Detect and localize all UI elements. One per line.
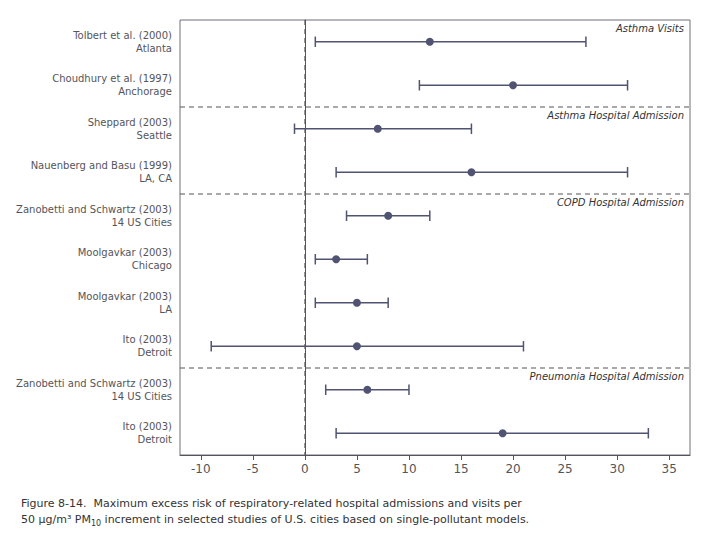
svg-text:COPD Hospital Admission: COPD Hospital Admission <box>557 197 684 208</box>
svg-text:Zanobetti and Schwartz (2003): Zanobetti and Schwartz (2003) <box>16 378 172 389</box>
svg-text:15: 15 <box>453 462 468 476</box>
svg-text:Tolbert et al. (2000): Tolbert et al. (2000) <box>72 30 172 41</box>
svg-text:35: 35 <box>662 462 677 476</box>
svg-text:-5: -5 <box>247 462 259 476</box>
svg-text:Figure 8-14. Maximum excess r: Figure 8-14. Maximum excess risk of resp… <box>21 497 522 510</box>
svg-text:Asthma Hospital Admission: Asthma Hospital Admission <box>546 110 684 121</box>
svg-text:Zanobetti and Schwartz (2003): Zanobetti and Schwartz (2003) <box>16 204 172 215</box>
svg-text:Moolgavkar (2003): Moolgavkar (2003) <box>78 291 172 302</box>
svg-text:Nauenberg and Basu (1999): Nauenberg and Basu (1999) <box>31 160 172 171</box>
svg-text:Chicago: Chicago <box>132 260 172 271</box>
svg-text:0: 0 <box>301 462 309 476</box>
svg-text:LA, CA: LA, CA <box>139 173 172 184</box>
svg-text:Atlanta: Atlanta <box>136 43 172 54</box>
svg-text:Pneumonia Hospital Admission: Pneumonia Hospital Admission <box>530 371 684 382</box>
svg-text:Detroit: Detroit <box>138 434 173 445</box>
svg-text:increment in selected studies: increment in selected studies of U.S. ci… <box>101 513 529 526</box>
svg-text:30: 30 <box>610 462 625 476</box>
svg-text:-10: -10 <box>191 462 211 476</box>
svg-text:10: 10 <box>91 519 101 528</box>
svg-text:LA: LA <box>159 304 172 315</box>
svg-text:Sheppard (2003): Sheppard (2003) <box>88 117 172 128</box>
svg-text:14 US Cities: 14 US Cities <box>111 217 172 228</box>
svg-text:Anchorage: Anchorage <box>118 86 172 97</box>
svg-text:Detroit: Detroit <box>138 347 173 358</box>
svg-text:Moolgavkar (2003): Moolgavkar (2003) <box>78 247 172 258</box>
svg-text:10: 10 <box>401 462 416 476</box>
svg-text:Seattle: Seattle <box>137 130 172 141</box>
svg-text:25: 25 <box>557 462 572 476</box>
svg-text:Choudhury et al. (1997): Choudhury et al. (1997) <box>52 73 172 84</box>
svg-text:Asthma Visits: Asthma Visits <box>615 23 684 34</box>
svg-text:Ito (2003): Ito (2003) <box>123 334 173 345</box>
svg-text:50 μg/m³ PM: 50 μg/m³ PM <box>21 513 91 526</box>
svg-text:5: 5 <box>353 462 361 476</box>
svg-text:20: 20 <box>505 462 520 476</box>
svg-text:Ito (2003): Ito (2003) <box>123 421 173 432</box>
svg-text:14 US Cities: 14 US Cities <box>111 391 172 402</box>
